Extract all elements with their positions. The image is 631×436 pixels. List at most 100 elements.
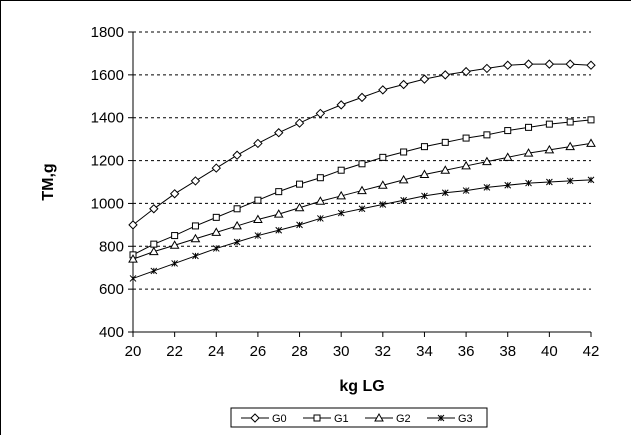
point-G3-28: [296, 221, 303, 229]
point-G3-33: [400, 196, 407, 204]
point-G2-42: [586, 138, 596, 147]
point-G0-42: [586, 60, 596, 70]
point-G1-27: [275, 188, 283, 196]
point-G1-29: [316, 174, 324, 182]
series-G2: [128, 138, 596, 263]
point-G0-20: [128, 220, 138, 230]
y-tick-label-400: 400: [99, 324, 124, 341]
x-axis-title: kg LG: [339, 378, 384, 395]
y-tick-label-1600: 1600: [91, 67, 124, 84]
point-G1-28: [296, 180, 304, 188]
point-G2-25: [232, 220, 242, 230]
y-tick-label-800: 800: [99, 238, 124, 255]
point-G0-33: [398, 79, 409, 90]
point-G0-32: [378, 85, 388, 95]
point-G2-40: [544, 144, 555, 154]
point-G1-31: [358, 160, 366, 168]
point-G1-22: [171, 232, 179, 240]
point-G3-34: [421, 192, 428, 200]
point-G0-24: [211, 163, 221, 173]
point-G3-36: [462, 187, 470, 194]
point-G2-34: [419, 169, 430, 178]
point-G3-25: [233, 238, 241, 246]
x-tick-label-30: 30: [333, 343, 350, 360]
legend-label-G2: G2: [396, 413, 411, 425]
point-G0-38: [503, 60, 513, 70]
y-tick-label-1000: 1000: [91, 195, 124, 212]
point-G3-35: [441, 189, 449, 197]
y-axis-title: TM,g: [40, 163, 57, 200]
point-G0-22: [169, 189, 180, 199]
series-G0: [128, 59, 596, 230]
x-tick-label-34: 34: [416, 343, 433, 360]
point-G2-21: [148, 246, 159, 256]
point-G2-27: [273, 209, 284, 218]
point-G2-41: [565, 141, 576, 151]
plot-area: [133, 32, 591, 332]
point-G1-30: [337, 166, 345, 174]
point-G1-38: [504, 127, 512, 135]
point-G3-37: [483, 184, 491, 191]
x-tick-label-24: 24: [208, 343, 225, 360]
point-G3-26: [254, 232, 262, 239]
point-G0-21: [149, 204, 159, 214]
point-G2-38: [502, 152, 513, 161]
point-G1-40: [545, 120, 553, 128]
point-G3-40: [546, 178, 553, 186]
point-G0-41: [565, 59, 575, 69]
axes: [128, 31, 592, 337]
point-G2-32: [377, 180, 388, 189]
point-G1-21: [150, 240, 158, 248]
legend-item-G1: G1: [303, 413, 349, 425]
x-tick-label-28: 28: [291, 343, 308, 360]
point-G3-39: [525, 179, 532, 187]
legend: G0 G1 G2 G3: [230, 407, 488, 428]
point-G3-24: [212, 245, 220, 252]
point-G2-24: [211, 227, 222, 236]
point-G0-36: [461, 66, 471, 77]
legend-box: [230, 407, 488, 428]
point-G2-28: [294, 202, 305, 212]
legend-marker-G0: [250, 413, 260, 423]
point-G3-32: [379, 201, 387, 208]
point-G3-21: [150, 267, 158, 275]
y-tick-label-1800: 1800: [91, 24, 124, 41]
x-tick-label-22: 22: [166, 343, 183, 360]
legend-label-G0: G0: [272, 413, 287, 425]
point-G0-29: [315, 108, 326, 119]
point-G0-28: [294, 118, 305, 128]
point-G3-29: [317, 215, 324, 222]
point-G3-31: [358, 205, 366, 213]
point-G0-31: [357, 92, 367, 103]
point-G2-23: [190, 233, 201, 243]
point-G0-25: [232, 150, 242, 160]
point-G1-26: [254, 196, 262, 204]
x-tick-labels: 20 22 24 26 28 30 32 34 36 38 40 42: [125, 343, 600, 360]
legend-item-G2: G2: [365, 412, 411, 425]
legend-marker-G1: [313, 414, 321, 422]
point-G3-20: [129, 275, 137, 282]
y-tick-label-1400: 1400: [91, 110, 124, 127]
point-G3-23: [192, 252, 199, 260]
series-G1: [129, 116, 595, 259]
legend-label-G1: G1: [334, 413, 349, 425]
legend-label-G3: G3: [458, 413, 473, 425]
point-G2-37: [482, 156, 492, 166]
x-tick-label-38: 38: [499, 343, 516, 360]
legend-item-G0: G0: [241, 413, 287, 425]
point-G0-37: [482, 63, 492, 74]
point-G0-35: [440, 70, 450, 80]
point-G1-36: [462, 134, 470, 142]
point-G1-42: [587, 116, 595, 124]
point-G0-30: [336, 100, 346, 110]
series-G3: [129, 176, 595, 282]
legend-marker-G2: [374, 412, 384, 422]
point-G2-39: [523, 148, 534, 157]
y-tick-label-600: 600: [99, 281, 124, 298]
point-G3-27: [275, 226, 283, 234]
point-G2-33: [398, 174, 409, 184]
point-G1-32: [379, 153, 387, 161]
point-G1-37: [483, 131, 491, 139]
